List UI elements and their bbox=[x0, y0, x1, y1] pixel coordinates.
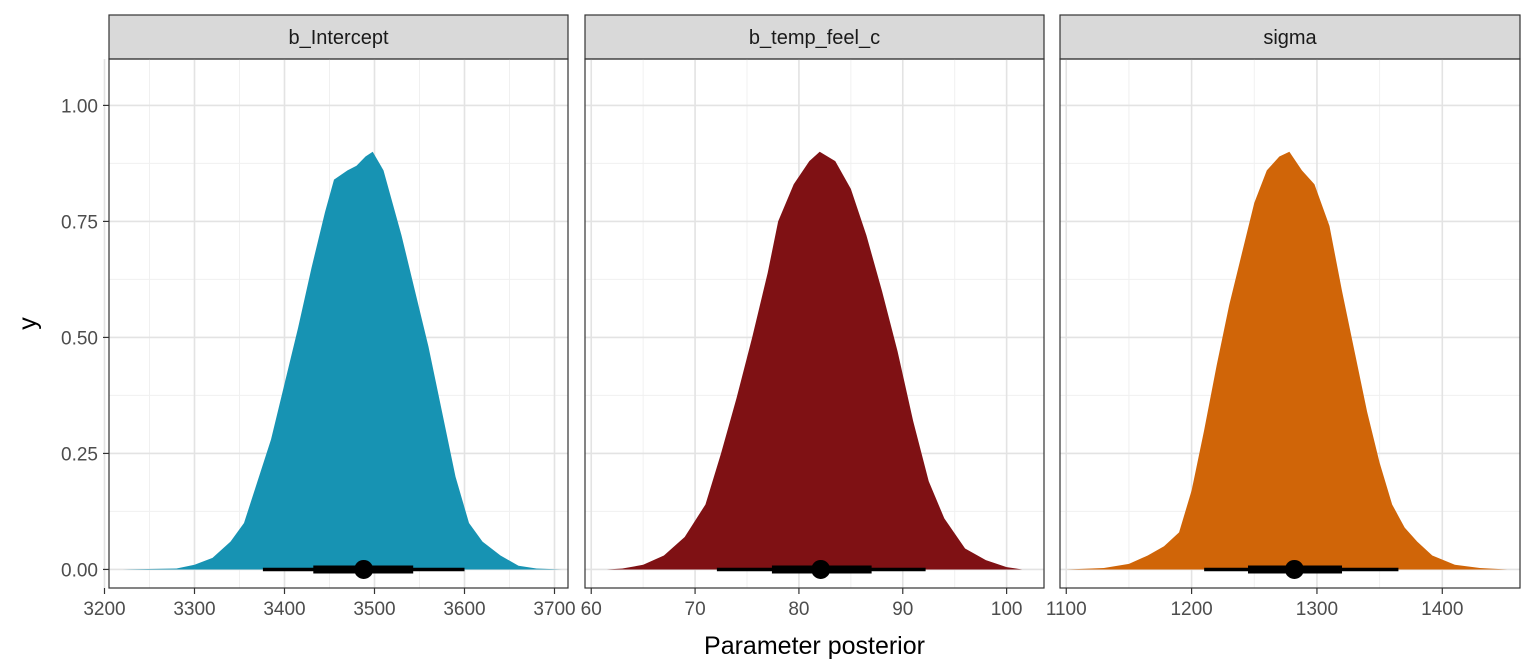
y-tick-label: 1.00 bbox=[61, 96, 98, 117]
x-tick-label: 3400 bbox=[263, 599, 305, 620]
y-axis-title: y bbox=[14, 317, 42, 330]
density-area-b_Intercept bbox=[122, 151, 562, 570]
x-tick-label: 3700 bbox=[533, 599, 575, 620]
x-tick-label: 80 bbox=[788, 599, 809, 620]
x-tick-label: 3300 bbox=[173, 599, 215, 620]
x-tick-label: 3200 bbox=[83, 599, 125, 620]
x-tick-label: 100 bbox=[991, 599, 1023, 620]
x-tick-label: 1400 bbox=[1421, 599, 1463, 620]
point-estimate-dot bbox=[811, 559, 831, 579]
facet-panel-b_Intercept: b_Intercept 3200 3300 3400 3500 3600 3700 bbox=[83, 14, 576, 620]
x-tick-label: 70 bbox=[685, 599, 706, 620]
facet-panel-b_temp_feel_c: b_temp_feel_c 60 70 80 90 100 bbox=[581, 14, 1045, 620]
panel-border bbox=[1059, 58, 1521, 589]
x-tick-label: 1300 bbox=[1296, 599, 1338, 620]
x-axis-title: Parameter posterior bbox=[704, 632, 925, 660]
y-tick-label: 0.00 bbox=[61, 560, 98, 581]
point-estimate-dot bbox=[354, 559, 374, 579]
x-tick-label: 3500 bbox=[353, 599, 395, 620]
x-tick-label: 60 bbox=[581, 599, 602, 620]
facet-strip bbox=[1059, 14, 1521, 60]
density-area-sigma bbox=[1066, 151, 1508, 570]
panel-border bbox=[584, 58, 1045, 589]
y-tick-label: 0.25 bbox=[61, 444, 98, 465]
x-tick-label: 1200 bbox=[1170, 599, 1212, 620]
facet-strip-label: b_Intercept bbox=[288, 27, 389, 49]
panel-border bbox=[108, 58, 569, 589]
density-area-b_temp_feel_c bbox=[606, 151, 1023, 570]
y-tick-label: 0.50 bbox=[61, 328, 98, 349]
point-estimate-dot bbox=[1284, 559, 1304, 579]
x-tick-label: 90 bbox=[892, 599, 913, 620]
facet-strip bbox=[108, 14, 569, 60]
facet-panel-sigma: sigma 1100 1200 1300 1400 bbox=[1046, 14, 1521, 620]
facet-strip-label: sigma bbox=[1263, 27, 1317, 49]
facet-strip-label: b_temp_feel_c bbox=[749, 27, 880, 49]
x-tick-label: 3600 bbox=[443, 599, 485, 620]
x-tick-label: 1100 bbox=[1046, 599, 1087, 620]
y-tick-label: 0.75 bbox=[61, 212, 98, 233]
